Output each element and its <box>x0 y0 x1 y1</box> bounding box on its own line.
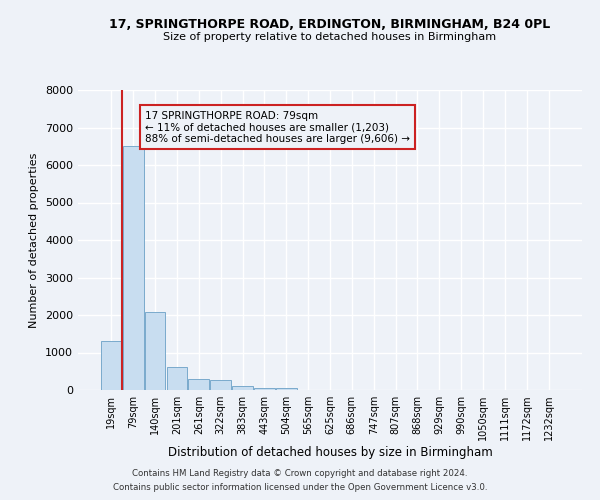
Y-axis label: Number of detached properties: Number of detached properties <box>29 152 40 328</box>
Bar <box>101 341 122 390</box>
Text: 17 SPRINGTHORPE ROAD: 79sqm
← 11% of detached houses are smaller (1,203)
88% of : 17 SPRINGTHORPE ROAD: 79sqm ← 11% of det… <box>145 110 410 144</box>
Bar <box>145 312 166 390</box>
Text: 17, SPRINGTHORPE ROAD, ERDINGTON, BIRMINGHAM, B24 0PL: 17, SPRINGTHORPE ROAD, ERDINGTON, BIRMIN… <box>109 18 551 30</box>
Text: Contains HM Land Registry data © Crown copyright and database right 2024.: Contains HM Land Registry data © Crown c… <box>132 468 468 477</box>
Text: Contains public sector information licensed under the Open Government Licence v3: Contains public sector information licen… <box>113 484 487 492</box>
Bar <box>123 146 143 390</box>
Bar <box>254 388 275 390</box>
Bar <box>167 367 187 390</box>
X-axis label: Distribution of detached houses by size in Birmingham: Distribution of detached houses by size … <box>167 446 493 459</box>
Bar <box>210 380 231 390</box>
Text: Size of property relative to detached houses in Birmingham: Size of property relative to detached ho… <box>163 32 497 42</box>
Bar <box>276 388 296 390</box>
Bar <box>232 386 253 390</box>
Bar <box>188 379 209 390</box>
